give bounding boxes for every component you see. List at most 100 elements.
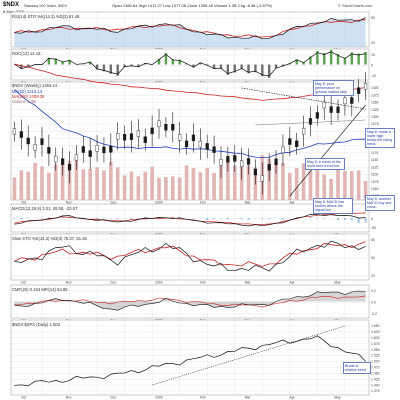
- price-candle: [253, 168, 258, 176]
- panel-frame: [10, 233, 370, 281]
- x-tick-label: Dec: [111, 281, 117, 285]
- price-candle: [329, 106, 333, 113]
- ma50-line: [14, 89, 366, 158]
- roc-bar: [54, 58, 57, 65]
- x-tick-label: Feb: [200, 396, 206, 400]
- y-tick-label: 1.500: [371, 360, 380, 364]
- price-candle: [219, 159, 223, 166]
- volume-bar: [170, 176, 175, 200]
- macd-hist-bar: [96, 218, 99, 220]
- macd-hist-bar: [343, 218, 346, 220]
- roc-bar: [192, 64, 195, 68]
- volume-bar: [343, 170, 347, 200]
- macd-hist-bar: [240, 218, 243, 220]
- roc-bar: [233, 64, 236, 73]
- price-candle: [116, 133, 120, 140]
- roc-bar: [212, 64, 216, 69]
- ma200-line: [14, 63, 366, 101]
- annotation-macd-cross: May 8: another MACD buy and cross.: [365, 195, 395, 211]
- volume-bar: [322, 174, 327, 200]
- x-tick-label: Oct: [21, 281, 26, 285]
- volume-bar: [356, 170, 361, 200]
- roc-bar: [350, 52, 353, 65]
- price-candle: [40, 138, 44, 145]
- y-tick-label: 1.425: [371, 377, 380, 381]
- roc-bar: [240, 64, 243, 70]
- osc-area: [14, 17, 366, 47]
- macd-hist-bar: [144, 217, 147, 218]
- roc-bar: [61, 61, 64, 65]
- roc-bar: [219, 64, 223, 69]
- price-candle: [205, 143, 209, 150]
- symbol-title: $NDX: [3, 2, 20, 8]
- volume-bar: [288, 172, 292, 200]
- price-candle: [136, 130, 140, 137]
- roc-bar: [247, 64, 250, 74]
- volume-bar: [212, 173, 216, 200]
- macd-hist-bar: [206, 218, 209, 220]
- price-candle: [171, 124, 175, 131]
- macd-hist-bar: [337, 218, 340, 221]
- volume-bar: [274, 163, 278, 200]
- y-tick-label: 0: [371, 64, 373, 68]
- macd-hist-bar: [261, 218, 264, 220]
- y-tick-label: 80: [371, 16, 375, 20]
- roc-bar: [178, 59, 181, 65]
- roc-bar: [336, 54, 340, 65]
- roc-bar: [88, 61, 92, 65]
- roc-bar: [267, 64, 271, 78]
- price-candle: [150, 127, 154, 135]
- y-tick-label: 1175: [371, 151, 378, 155]
- y-tick-label: 1100: [371, 173, 378, 177]
- volume-bar: [40, 166, 44, 200]
- roc-bar: [274, 64, 278, 69]
- osc-d-line: [14, 19, 366, 38]
- roc-bar: [171, 59, 174, 65]
- y-tick-label: 1075: [371, 180, 379, 184]
- y-tick-label: 1.550: [371, 348, 380, 352]
- volume-bar: [349, 171, 354, 200]
- macd-line: [14, 213, 366, 227]
- macd-hist-bar: [364, 218, 367, 223]
- price-candle: [267, 164, 271, 171]
- volume-bar: [129, 171, 134, 200]
- price-candle: [260, 175, 264, 182]
- volume-bar: [74, 157, 79, 200]
- price-candle: [109, 146, 113, 153]
- watermark: © StockCharts.com: [338, 3, 373, 8]
- roc-bar: [357, 53, 360, 65]
- y-tick-label: 0.0: [371, 301, 376, 305]
- x-tick-label: May: [334, 281, 341, 285]
- macd-hist-bar: [350, 218, 353, 221]
- price-candle: [61, 158, 65, 165]
- x-tick-label: Nov: [66, 281, 72, 285]
- price-candle: [81, 146, 85, 153]
- roc-bar: [199, 62, 202, 65]
- price-candle: [164, 124, 168, 131]
- macd-hist-bar: [309, 216, 312, 218]
- price-candle: [26, 137, 30, 145]
- legend-volume: Volume 1.3B: [12, 99, 36, 104]
- roc-bar: [130, 64, 133, 67]
- price-candle: [54, 155, 58, 163]
- roc-bar: [102, 64, 106, 72]
- price-candle: [122, 134, 127, 141]
- y-tick-label: 1150: [371, 158, 378, 162]
- price-candle: [129, 133, 134, 140]
- x-tick-label: Apr: [290, 201, 296, 205]
- y-tick-label: 50: [371, 256, 375, 260]
- exchange-label: Nasdaq 100 Index INDX: [24, 3, 68, 8]
- macd-hist-bar: [213, 218, 216, 220]
- macd-hist-bar: [116, 218, 119, 220]
- price-candle: [102, 146, 106, 154]
- roc-bar: [123, 64, 126, 67]
- volume-bar: [150, 166, 154, 200]
- panel6-label: CMF(20) 0.184 MFI(14) 64.85: [12, 287, 68, 292]
- y-tick-label: 1350: [371, 101, 379, 105]
- price-candle: [288, 138, 292, 145]
- roc-bar: [295, 59, 298, 65]
- cmf-line: [14, 290, 366, 311]
- y-tick-label: 20: [371, 274, 375, 278]
- roc-bar: [82, 63, 85, 65]
- y-tick-label: 1.475: [371, 366, 380, 370]
